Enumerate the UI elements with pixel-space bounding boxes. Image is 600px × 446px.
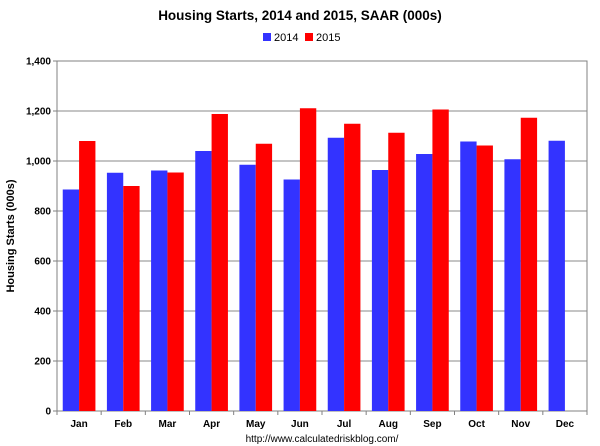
x-tick-label: Sep: [423, 419, 441, 430]
bar-2014-feb: [106, 172, 124, 411]
y-tick-label: 1,200: [26, 107, 51, 118]
x-tick-label: Oct: [468, 419, 485, 430]
bar-2015-jan: [79, 141, 96, 411]
source-credit: http://www.calculatedriskblog.com/: [246, 434, 399, 445]
x-tick-label: Nov: [511, 419, 530, 430]
bar-2014-mar: [151, 170, 168, 411]
y-tick-label: 200: [34, 357, 51, 368]
bar-2015-nov: [520, 117, 538, 411]
legend-swatch-2014: [263, 33, 271, 41]
x-tick-label: Jun: [291, 419, 309, 430]
y-tick-label: 1,000: [26, 157, 51, 168]
bar-2015-may: [255, 143, 273, 411]
y-axis: 0 200 400 600 800 1,000 1,200 1,400: [26, 57, 57, 418]
bar-2015-mar: [167, 172, 184, 411]
bar-2015-apr: [211, 114, 228, 411]
bar-2014-jun: [283, 179, 300, 411]
legend: 2014 2015: [263, 32, 340, 44]
bar-2014-aug: [371, 170, 389, 411]
bar-2015-aug: [388, 132, 405, 411]
bar-2014-oct: [460, 141, 477, 411]
bar-2014-sep: [416, 154, 433, 411]
bar-2015-sep: [432, 109, 449, 411]
y-tick-label: 400: [34, 307, 51, 318]
x-tick-label: Jan: [70, 419, 87, 430]
x-tick-label: Jul: [337, 419, 352, 430]
chart-title: Housing Starts, 2014 and 2015, SAAR (000…: [158, 8, 442, 23]
bar-2014-dec: [548, 140, 565, 411]
x-tick-label: Feb: [114, 419, 132, 430]
bar-2014-nov: [504, 159, 521, 411]
bar-2014-jan: [62, 189, 80, 411]
x-tick-label: May: [246, 419, 266, 430]
bars: [62, 108, 565, 411]
bar-2014-may: [239, 164, 256, 411]
bar-2014-apr: [195, 151, 212, 411]
bar-2015-feb: [123, 186, 140, 411]
bar-2015-jun: [299, 108, 317, 411]
x-tick-label: Apr: [203, 419, 220, 430]
y-tick-label: 1,400: [26, 57, 51, 68]
y-tick-label: 0: [45, 407, 51, 418]
legend-label-2014: 2014: [274, 32, 298, 44]
bar-2015-oct: [476, 145, 493, 411]
y-tick-label: 600: [34, 257, 51, 268]
x-tick-label: Dec: [556, 419, 575, 430]
bar-2015-jul: [344, 123, 361, 411]
y-axis-label: Housing Starts (000s): [5, 179, 17, 292]
x-tick-label: Mar: [159, 419, 177, 430]
y-tick-label: 800: [34, 207, 51, 218]
legend-swatch-2015: [305, 33, 313, 41]
gridlines: [57, 110, 587, 362]
x-axis: Jan Feb Mar Apr May Jun Jul Aug Sep Oct Nov Dec: [56, 411, 588, 430]
x-tick-label: Aug: [379, 419, 398, 430]
legend-label-2015: 2015: [316, 32, 340, 44]
bar-2014-jul: [327, 137, 345, 411]
plot-area: [56, 60, 588, 412]
